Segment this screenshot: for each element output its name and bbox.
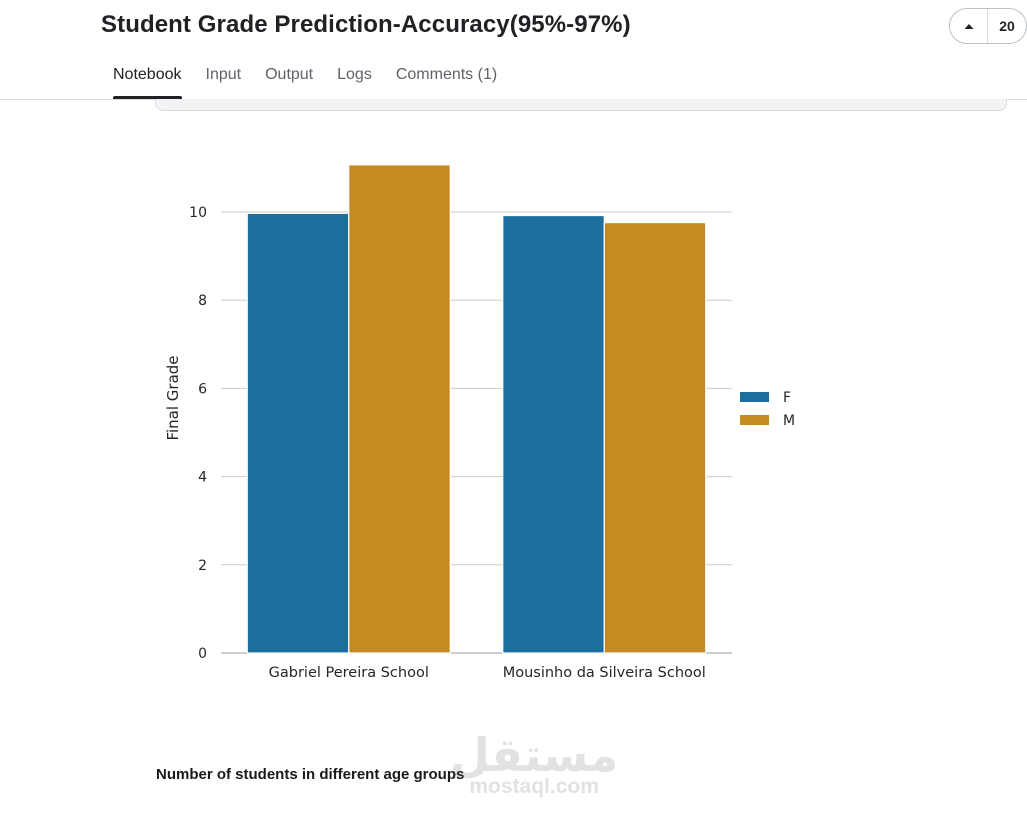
legend-label-m: M	[783, 413, 795, 429]
y-tick-label: 10	[189, 205, 207, 221]
notebook-tabs: Notebook Input Output Logs Comments (1)	[101, 64, 509, 99]
x-tick-label: Gabriel Pereira School	[269, 665, 429, 681]
upvote-button[interactable]	[950, 9, 988, 43]
upvote-count: 20	[999, 18, 1015, 34]
x-tick-label: Mousinho da Silveira School	[503, 665, 706, 681]
tab-input[interactable]: Input	[205, 66, 242, 83]
y-tick-label: 2	[198, 558, 207, 574]
notebook-title: Student Grade Prediction-Accuracy(95%-97…	[101, 11, 631, 38]
legend-swatch-m	[740, 415, 769, 425]
watermark-logo: مستقل mostaql.com	[450, 728, 619, 798]
y-axis-label: Final Grade	[164, 355, 182, 440]
bar-m-0	[348, 164, 451, 654]
tab-notebook[interactable]: Notebook	[101, 64, 194, 99]
bar-m-1	[603, 221, 707, 654]
legend-label-f: F	[783, 390, 791, 406]
bar-f-1	[502, 214, 605, 654]
y-tick-label: 0	[198, 646, 207, 662]
tab-logs[interactable]: Logs	[337, 66, 372, 83]
watermark-arabic: مستقل	[450, 728, 619, 782]
watermark-latin: mostaql.com	[469, 775, 599, 798]
y-tick-label: 6	[198, 381, 207, 397]
chart-legend: FM	[740, 390, 795, 429]
x-tick-labels: Gabriel Pereira School Mousinho da Silvei…	[269, 665, 706, 681]
code-cell-bottom	[155, 99, 1007, 111]
tab-comments[interactable]: Comments (1)	[395, 66, 498, 83]
markdown-heading: Number of students in different age grou…	[156, 766, 465, 783]
tab-output[interactable]: Output	[265, 66, 314, 83]
chart-bars	[246, 164, 707, 654]
bar-f-0	[246, 212, 350, 654]
y-tick-label: 8	[198, 293, 207, 309]
upvote-widget: 20	[949, 8, 1027, 44]
y-tick-label: 4	[198, 470, 207, 486]
caret-up-icon	[964, 24, 973, 29]
legend-swatch-f	[740, 392, 769, 402]
y-tick-labels: 0 2 4 6 8 10	[189, 205, 207, 662]
